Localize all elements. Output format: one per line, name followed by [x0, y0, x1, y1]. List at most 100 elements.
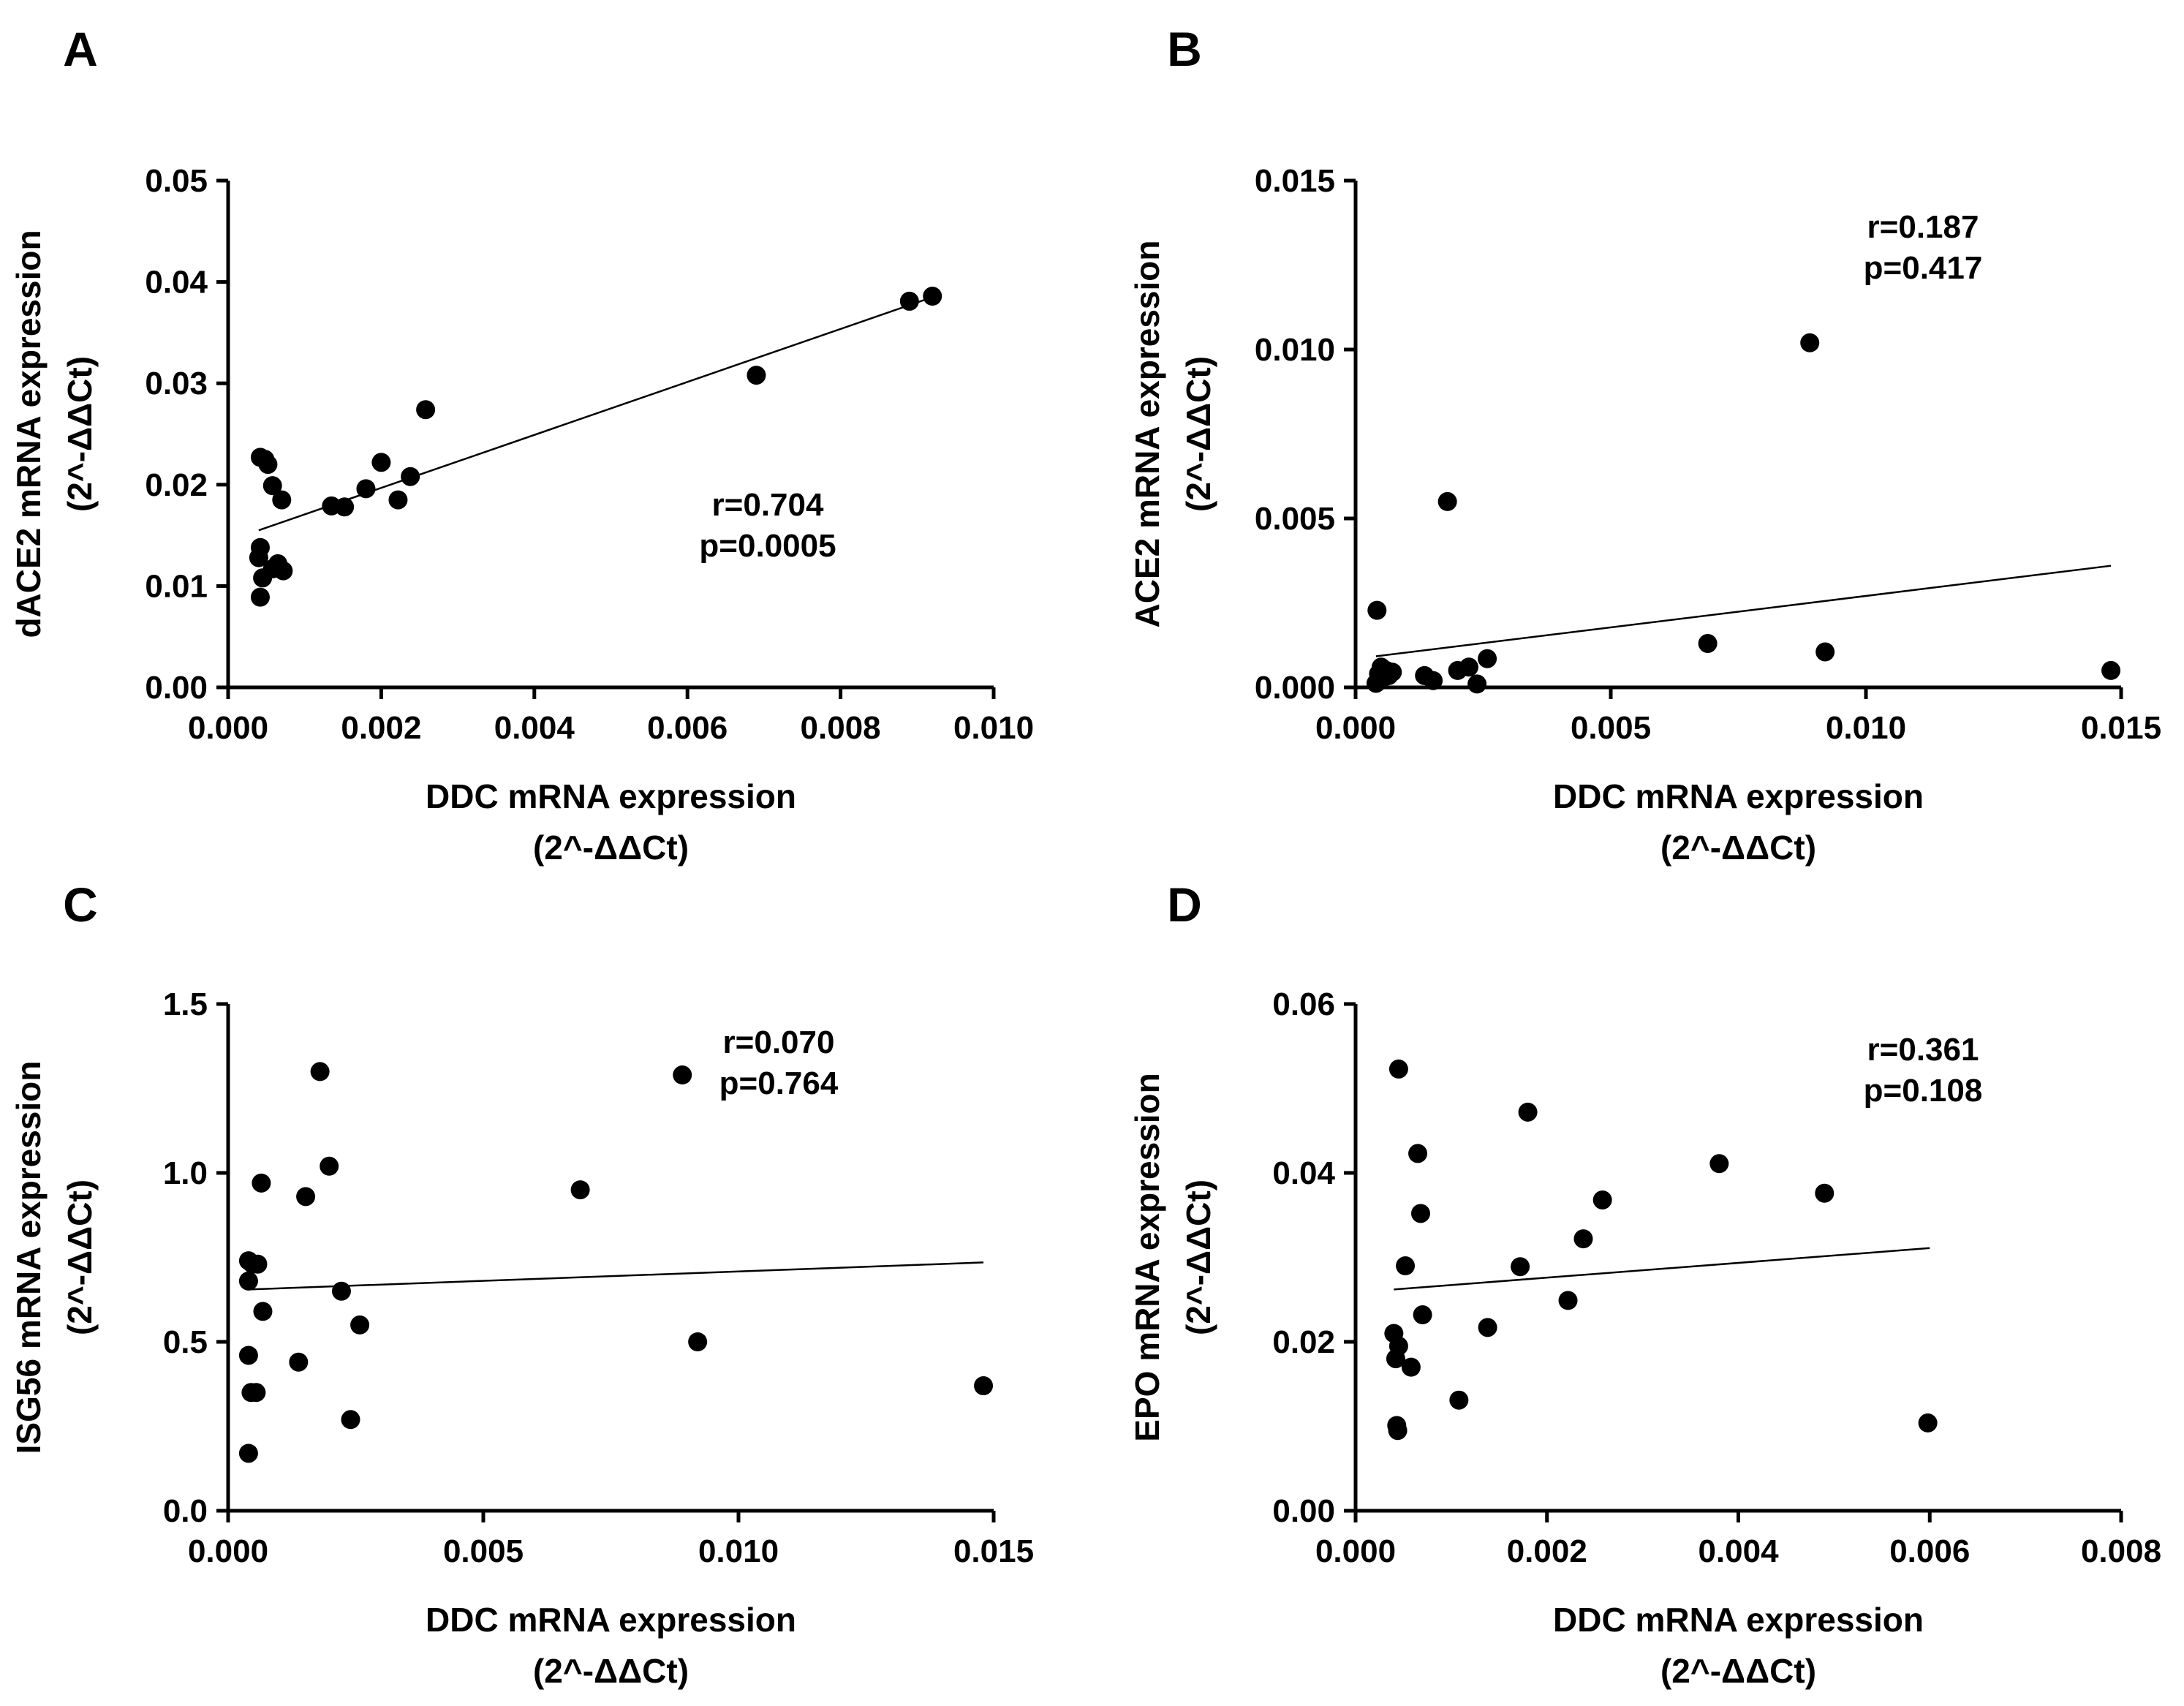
data-point	[1367, 600, 1387, 620]
x-axis-title: DDC mRNA expression	[1553, 1601, 1924, 1639]
data-point	[1467, 674, 1487, 694]
x-tick-label: 0.000	[188, 1533, 268, 1569]
data-point	[899, 291, 919, 311]
y-axis-title-units: (2^-ΔΔCt)	[61, 1180, 99, 1335]
data-point	[1410, 1204, 1430, 1223]
data-point	[673, 1065, 692, 1085]
y-tick-label: 0.0	[163, 1493, 208, 1529]
data-point	[1388, 1059, 1408, 1079]
data-point	[1401, 1357, 1421, 1377]
x-axis-title-units: (2^-ΔΔCt)	[1660, 1652, 1816, 1690]
y-tick-label: 0.00	[145, 670, 208, 706]
y-axis-title: ACE2 mRNA expression	[1128, 240, 1166, 627]
y-tick-label: 0.5	[163, 1324, 208, 1360]
x-tick-label: 0.015	[953, 1533, 1034, 1569]
stat-r: r=0.187	[1867, 209, 1979, 245]
data-point	[238, 1271, 258, 1291]
x-tick-label: 0.008	[801, 710, 881, 746]
stat-r: r=0.070	[723, 1024, 835, 1060]
data-point	[1408, 1144, 1428, 1163]
panel-letter: B	[1167, 22, 1202, 76]
stat-p: p=0.0005	[699, 528, 836, 564]
data-point	[1800, 333, 1820, 352]
data-point	[1815, 642, 1835, 662]
x-tick-label: 0.010	[953, 710, 1034, 746]
data-point	[371, 453, 391, 472]
x-tick-label: 0.000	[188, 710, 268, 746]
x-axis-title-units: (2^-ΔΔCt)	[533, 829, 689, 867]
data-point	[416, 400, 436, 420]
y-tick-label: 0.01	[145, 568, 208, 604]
data-point	[331, 1281, 351, 1301]
panel-d: D 0.000 0.002 0.004 0.006 0.008 0.00 0.02 0.04 0.…	[1128, 877, 2161, 1690]
data-point	[1437, 491, 1457, 511]
x-tick-label: 0.006	[647, 710, 728, 746]
data-point	[1478, 1318, 1497, 1337]
y-axis-title: EPO mRNA expression	[1128, 1073, 1166, 1441]
x-axis-title-units: (2^-ΔΔCt)	[1660, 829, 1816, 867]
x-tick-label: 0.010	[1826, 710, 1906, 746]
stat-p: p=0.417	[1864, 250, 1983, 286]
data-point	[350, 1315, 370, 1335]
y-tick-label: 0.00	[1272, 1493, 1335, 1529]
data-point	[1592, 1190, 1612, 1209]
stat-p: p=0.764	[719, 1065, 839, 1101]
x-tick-label: 0.004	[1698, 1533, 1779, 1569]
x-tick-label: 0.005	[1571, 710, 1651, 746]
data-point	[341, 1410, 360, 1430]
y-tick-label: 0.010	[1255, 332, 1335, 368]
y-tick-label: 0.02	[145, 467, 208, 503]
y-axis-title-units: (2^-ΔΔCt)	[61, 356, 99, 512]
data-point	[250, 537, 270, 557]
data-point	[258, 455, 278, 475]
data-point	[1449, 1390, 1469, 1410]
data-point	[974, 1376, 994, 1396]
data-point	[1396, 1256, 1416, 1276]
y-axis-title: dACE2 mRNA expression	[10, 230, 48, 638]
y-axis-title-units: (2^-ΔΔCt)	[1179, 356, 1217, 512]
y-tick-label: 0.04	[1272, 1155, 1335, 1191]
x-tick-label: 0.000	[1315, 710, 1396, 746]
data-point	[248, 1254, 268, 1274]
y-tick-label: 0.015	[1255, 163, 1335, 199]
data-point	[250, 587, 270, 607]
x-axis-title: DDC mRNA expression	[1553, 777, 1924, 815]
y-axis-title: ISG56 mRNA expression	[10, 1061, 48, 1454]
data-point	[253, 1302, 273, 1321]
panel-letter: C	[63, 877, 98, 932]
stat-p: p=0.108	[1864, 1073, 1983, 1109]
data-point	[1413, 1305, 1432, 1325]
x-tick-label: 0.002	[1507, 1533, 1587, 1569]
y-tick-label: 0.06	[1272, 986, 1335, 1022]
x-tick-label: 0.010	[698, 1533, 779, 1569]
data-point	[262, 476, 282, 496]
x-tick-label: 0.015	[2081, 710, 2161, 746]
data-point	[238, 1345, 258, 1365]
y-tick-label: 0.02	[1272, 1324, 1335, 1360]
data-point	[1424, 671, 1443, 690]
panel-letter: D	[1167, 877, 1202, 932]
panel-c: C 0.000 0.005 0.010 0.015 0.0 0.5 1.0 1.5 DDC mRN…	[10, 877, 1034, 1690]
y-axis-title-units: (2^-ΔΔCt)	[1179, 1180, 1217, 1335]
data-point	[1518, 1102, 1538, 1122]
y-tick-label: 1.5	[163, 986, 208, 1022]
panel-a: A 0.000 0.002 0.004 0.006 0.008 0.010 0.00 0.01 0…	[10, 22, 1034, 867]
regression-line	[1375, 565, 2112, 657]
x-tick-label: 0.008	[2081, 1533, 2161, 1569]
data-point	[401, 467, 420, 486]
y-tick-label: 0.005	[1255, 501, 1335, 537]
data-point	[1698, 633, 1718, 653]
data-point	[1709, 1154, 1729, 1174]
y-tick-label: 0.000	[1255, 670, 1335, 706]
data-point	[273, 561, 293, 581]
data-point	[310, 1062, 330, 1082]
data-point	[1815, 1183, 1835, 1203]
data-point	[388, 490, 408, 510]
stat-r: r=0.704	[712, 487, 824, 523]
y-tick-label: 1.0	[163, 1155, 208, 1191]
data-point	[1558, 1291, 1578, 1310]
data-point	[289, 1352, 309, 1372]
x-axis-title: DDC mRNA expression	[426, 777, 796, 815]
y-tick-label: 0.04	[145, 265, 208, 301]
y-tick-label: 0.05	[145, 163, 208, 199]
